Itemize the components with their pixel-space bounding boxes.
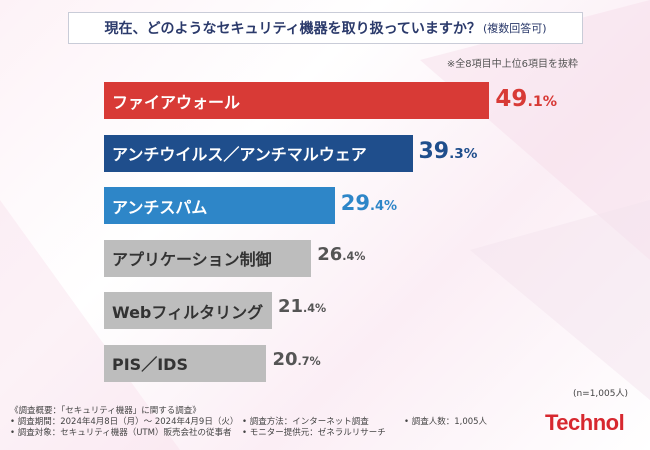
value-label-1: 49.1%: [495, 86, 558, 112]
chart-title-main: 現在、どのようなセキュリティ機器を取り扱っていますか？: [104, 21, 481, 37]
bar-label-6: PIS／IDS: [112, 355, 188, 374]
value-label-3: 29.4%: [340, 191, 398, 215]
bar-2: アンチウイルス／アンチマルウェア: [104, 134, 413, 172]
bar-4: アプリケーション制御: [104, 239, 312, 277]
footer-heading: 《調査概要：「セキュリティ機器」に関する調査》: [10, 406, 201, 416]
chart-title: 現在、どのようなセキュリティ機器を取り扱っていますか？ (複数回答可): [68, 12, 583, 44]
value-label-5: 21.4%: [277, 296, 327, 317]
footer-period: • 調査期間：2024年4月8日（月）～ 2024年4月9日（火）: [10, 417, 239, 427]
technol-logo: Technol: [545, 410, 625, 435]
bar-label-4: アプリケーション制御: [112, 250, 272, 269]
bar-label-3: アンチスパム: [112, 197, 208, 217]
bar-label-1: ファイアウォール: [112, 92, 241, 112]
bar-3: アンチスパム: [104, 187, 335, 224]
footer-count: • 調査人数：1,005人: [404, 417, 488, 427]
value-label-4: 26.4%: [317, 243, 366, 265]
bar-6: PIS／IDS: [104, 344, 267, 382]
bar-1: ファイアウォール: [104, 82, 490, 119]
bar-label-5: Webフィルタリング: [112, 302, 264, 322]
value-label-6: 20.7%: [272, 348, 321, 370]
footer-target: • 調査対象：セキュリティ機器（UTM）販売会社の従事者: [10, 428, 232, 438]
footer-provider: • モニター提供元：ゼネラルリサーチ: [242, 428, 386, 438]
chart-title-suffix: (複数回答可): [482, 22, 547, 35]
footer-method: • 調査方法：インターネット調査: [242, 417, 369, 427]
bar-5: Webフィルタリング: [104, 292, 272, 329]
excerpt-note: ※全8項目中上位6項目を抜粋: [446, 59, 578, 70]
sample-size-note: (n=1,005人): [572, 389, 628, 399]
value-label-2: 39.3%: [418, 138, 478, 164]
bar-label-2: アンチウイルス／アンチマルウェア: [112, 145, 367, 164]
